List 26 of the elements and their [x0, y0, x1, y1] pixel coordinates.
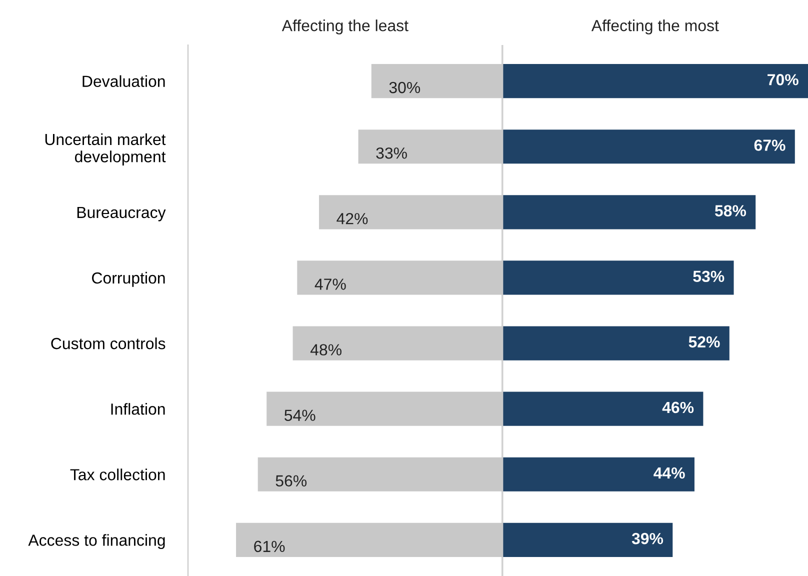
y-tick-label: Inflation	[111, 403, 165, 415]
data-label: 48%	[310, 344, 342, 356]
data-label: 67%	[754, 140, 786, 151]
y-tick-label: Tax collection	[70, 468, 165, 480]
data-label: 42%	[336, 213, 368, 224]
data-label: 52%	[688, 336, 720, 348]
chart-title: Affecting the least	[282, 20, 408, 34]
y-tick-label: Devaluation	[82, 75, 165, 87]
y-tick-label: Corruption	[92, 272, 165, 287]
data-label: 53%	[693, 270, 724, 282]
y-tick-label: Bureaucracy	[77, 206, 166, 222]
data-label: 70%	[768, 74, 798, 86]
data-label: 54%	[284, 410, 316, 421]
data-label: 44%	[654, 467, 685, 479]
y-tick-label: Uncertain market development	[45, 133, 166, 166]
data-label: 33%	[376, 147, 407, 159]
data-label: 47%	[314, 278, 346, 290]
data-label: 39%	[632, 532, 664, 544]
chart-title: Affecting the most	[591, 20, 719, 34]
y-tick-label: Access to financing	[28, 534, 165, 550]
data-label: 61%	[254, 540, 285, 552]
data-label: 46%	[662, 402, 694, 414]
data-label: 56%	[276, 475, 307, 487]
y-tick-label: Custom controls	[51, 337, 166, 350]
data-label: 58%	[714, 205, 746, 216]
data-label: 30%	[389, 82, 420, 94]
